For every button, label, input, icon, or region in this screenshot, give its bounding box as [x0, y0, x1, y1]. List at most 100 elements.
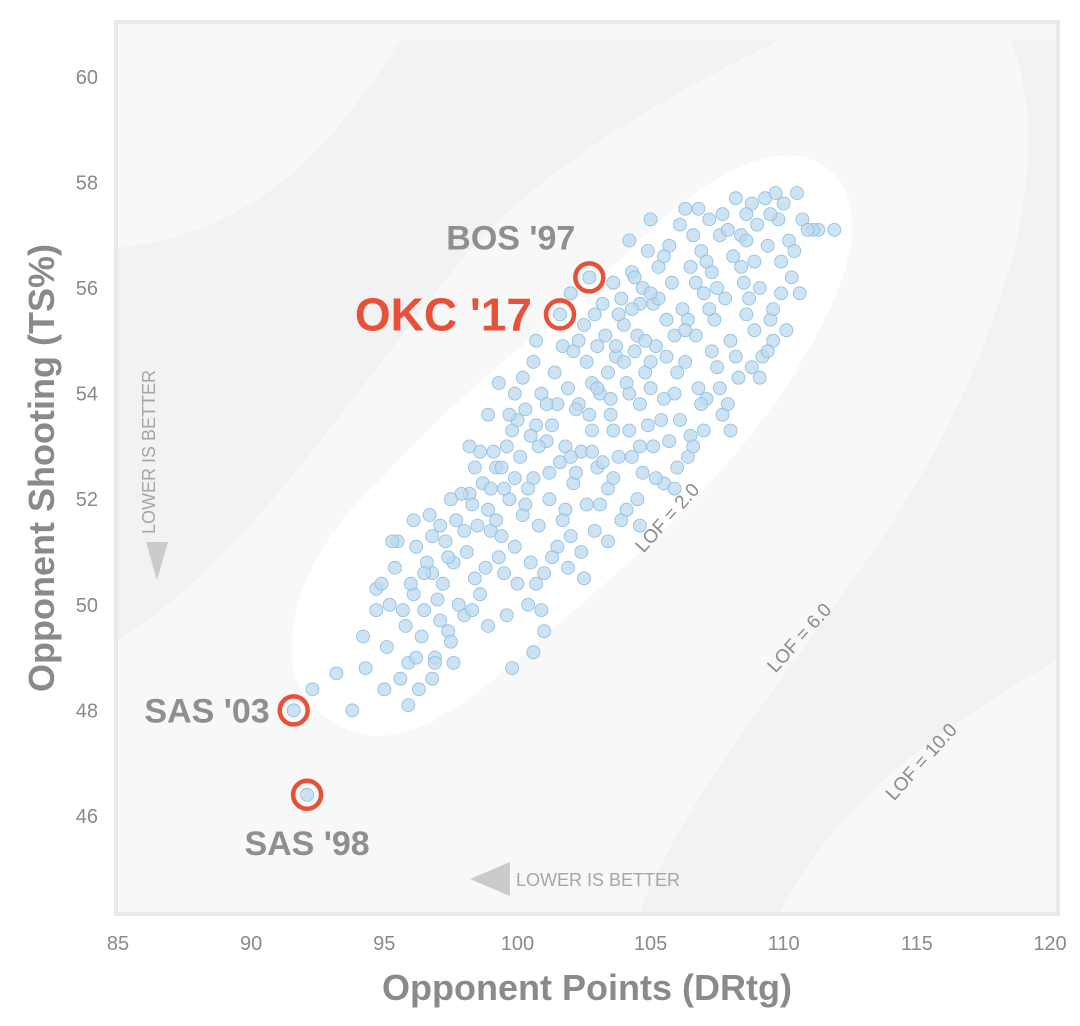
data-point — [643, 381, 658, 396]
data-point — [633, 518, 647, 533]
data-point — [449, 513, 464, 528]
data-point — [446, 656, 461, 670]
data-point — [438, 534, 453, 549]
data-point — [774, 286, 788, 301]
data-point — [510, 576, 525, 591]
highlight-layer: OKC '17 BOS '97 SAS '03 SAS '98 — [144, 219, 606, 863]
data-point — [427, 656, 442, 670]
data-point — [622, 386, 637, 401]
data-point — [430, 592, 445, 607]
data-point — [433, 613, 448, 628]
data-point — [630, 492, 645, 507]
data-point — [646, 439, 661, 454]
data-point — [747, 254, 762, 269]
data-point — [720, 222, 735, 237]
data-point — [563, 286, 578, 301]
data-point — [790, 186, 804, 200]
data-point — [686, 228, 701, 243]
data-point — [739, 207, 754, 222]
y-tick-label: 56 — [76, 278, 98, 300]
data-point — [518, 497, 533, 512]
data-point — [411, 682, 426, 697]
data-point — [739, 233, 754, 248]
x-tick-label: 95 — [373, 933, 395, 955]
data-point — [673, 217, 687, 232]
data-point — [750, 217, 764, 232]
data-point — [441, 550, 456, 565]
data-point — [467, 571, 482, 586]
y-better-arrow-icon — [146, 542, 168, 580]
data-point — [702, 212, 717, 227]
data-point — [403, 576, 418, 591]
highlight-point — [553, 307, 567, 322]
y-better-label: LOWER IS BETTER — [139, 370, 159, 534]
data-point — [563, 529, 578, 543]
data-point — [529, 333, 543, 348]
x-tick-label: 100 — [501, 933, 534, 955]
data-point — [678, 323, 693, 338]
data-point — [481, 619, 496, 633]
data-point — [523, 555, 538, 570]
data-point — [627, 344, 642, 359]
data-point — [665, 275, 679, 290]
y-tick-label: 58 — [76, 172, 98, 194]
data-point — [470, 518, 485, 533]
data-point — [417, 603, 432, 617]
data-point — [678, 201, 693, 216]
data-point — [531, 439, 546, 454]
data-point — [457, 524, 472, 538]
data-point — [481, 407, 496, 422]
data-point — [622, 233, 637, 248]
data-point — [726, 249, 740, 264]
data-point — [657, 249, 671, 264]
data-point — [728, 349, 743, 364]
highlight-point — [582, 270, 597, 285]
data-point — [521, 481, 535, 496]
data-point — [723, 333, 738, 348]
data-point — [555, 513, 570, 528]
data-point — [768, 186, 783, 200]
data-point — [443, 634, 458, 649]
data-point — [606, 423, 621, 438]
data-point — [465, 497, 480, 512]
data-point — [422, 508, 437, 522]
data-point — [467, 460, 482, 475]
data-point — [569, 402, 583, 417]
data-point — [699, 254, 714, 269]
highlight-label: SAS '98 — [244, 825, 369, 863]
data-point — [638, 333, 653, 348]
data-point — [702, 302, 717, 317]
data-point — [718, 291, 732, 306]
data-point — [611, 307, 626, 322]
highlight-ring — [277, 694, 310, 727]
data-point — [670, 460, 685, 475]
data-point — [601, 365, 615, 380]
data-point — [574, 545, 589, 559]
x-tick-label: 115 — [901, 933, 933, 955]
data-point — [736, 275, 751, 290]
data-point — [779, 323, 794, 338]
data-point — [385, 534, 400, 549]
y-axis-title: Opponent Shooting (TS%) — [21, 244, 62, 692]
data-point — [587, 307, 602, 322]
data-point — [643, 212, 658, 227]
data-point — [526, 645, 541, 660]
data-point — [443, 492, 458, 507]
data-point — [731, 370, 746, 385]
data-point — [704, 344, 719, 359]
y-tick-label: 54 — [76, 384, 98, 406]
data-point — [766, 302, 780, 317]
data-point — [710, 360, 724, 375]
data-point — [760, 238, 775, 253]
data-point — [723, 423, 738, 438]
data-point — [409, 539, 424, 554]
data-point — [760, 344, 775, 359]
data-point — [507, 539, 522, 554]
data-point — [585, 444, 599, 459]
data-point — [683, 259, 698, 274]
data-point — [601, 534, 615, 549]
data-point — [784, 270, 799, 285]
data-point — [563, 449, 578, 464]
data-point — [478, 560, 493, 575]
y-tick-label: 48 — [76, 700, 98, 722]
